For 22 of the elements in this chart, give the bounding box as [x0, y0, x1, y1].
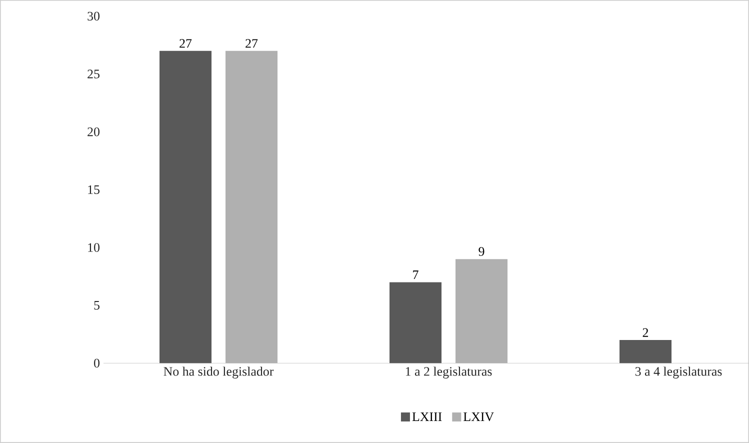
data-label: 27 [180, 39, 192, 48]
bar [160, 50, 212, 364]
y-tick-label: 30 [88, 12, 100, 21]
y-tick-label: 25 [88, 70, 100, 78]
x-tick-label: No ha sido legislador [164, 366, 274, 378]
x-tick-label: 1 a 2 legislaturas [406, 366, 492, 378]
bar [456, 259, 508, 364]
y-tick-label: 20 [88, 127, 100, 136]
x-tick-label: 3 a 4 legislaturas [635, 366, 722, 378]
bar [620, 340, 672, 364]
data-label: 7 [413, 270, 418, 280]
bar [390, 282, 442, 364]
y-tick-label: 0 [94, 358, 100, 368]
y-tick-label: 5 [94, 301, 100, 310]
legend-label: LXIV [464, 412, 494, 422]
y-tick-label: 10 [88, 243, 100, 252]
data-label: 2 [642, 328, 648, 337]
data-label: 27 [246, 39, 258, 48]
data-label: 9 [478, 247, 484, 256]
bar [226, 50, 278, 364]
y-tick-label: 15 [88, 185, 100, 194]
legend-label: LXIII [412, 412, 442, 421]
